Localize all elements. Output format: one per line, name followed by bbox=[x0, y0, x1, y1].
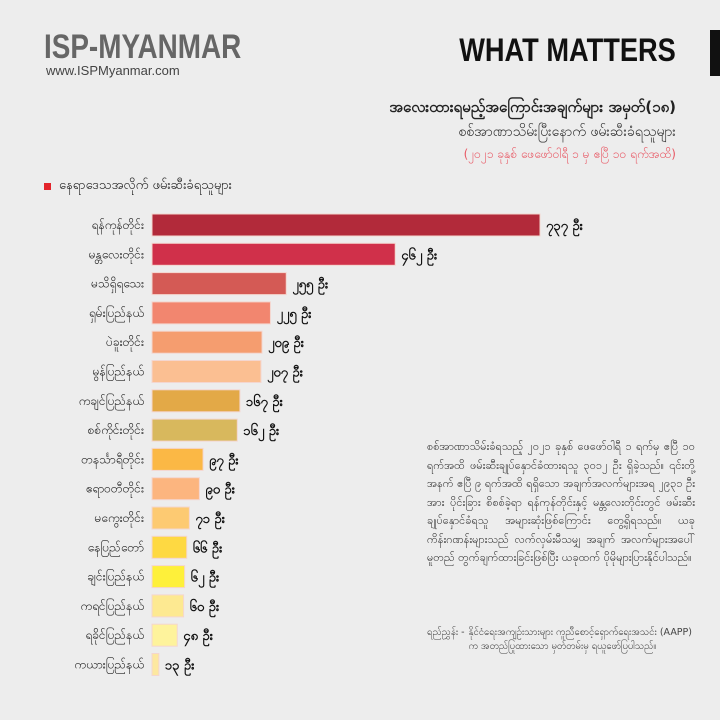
section-title: WHAT MATTERS bbox=[459, 32, 676, 68]
category-label: စစ်ကိုင်းတိုင်း bbox=[88, 422, 144, 440]
bar bbox=[151, 242, 396, 266]
value-label: ၆၂ ဦး bbox=[191, 569, 220, 589]
note-paragraph: စစ်အာဏာသိမ်းခံရသည့် ၂၀၂၁ ခုနှစ် ဖေဖော်ဝါ… bbox=[427, 440, 695, 564]
value-label: ၆၆ ဦး bbox=[193, 539, 223, 559]
bar bbox=[151, 477, 200, 501]
source-note: ရည်ညွှန်း - နိုင်ငံရေးအကျဉ်းသားများ ကူညီ… bbox=[427, 626, 695, 654]
value-label: ၉၀ ဦး bbox=[205, 481, 235, 501]
bar bbox=[151, 623, 178, 647]
logo: ISP-MYANMAR bbox=[44, 28, 242, 66]
edge-bar bbox=[710, 30, 720, 76]
chart-title: အလေးထားရမည့်အကြောင်းအချက်များ အမှတ်(၁၈) bbox=[389, 98, 676, 116]
bar bbox=[151, 418, 238, 442]
source-label: ရည်ညွှန်း - bbox=[427, 627, 465, 638]
value-label: ၁၃ ဦး bbox=[165, 657, 195, 677]
bar bbox=[151, 389, 241, 413]
value-label: ၂၀၇ ဦး bbox=[267, 364, 304, 384]
category-label: ရှမ်းပြည်နယ် bbox=[89, 304, 144, 323]
category-label: ရခိုင်ပြည်နယ် bbox=[85, 626, 144, 645]
bar bbox=[151, 565, 186, 589]
bar bbox=[151, 653, 160, 676]
value-label: ၂၀၉ ဦး bbox=[268, 334, 305, 354]
category-label: မွန်ပြည်နယ် bbox=[93, 363, 144, 382]
date-range: (၂၀၂၁ ခုနှစ် ဖေဖော်ဝါရီ ၁ မှ ဧပြီ ၁၀ ရက်… bbox=[463, 147, 676, 161]
value-label: ၄၈ ဦး bbox=[183, 627, 213, 647]
category-label: ကချင်ပြည်နယ် bbox=[79, 392, 144, 411]
bar bbox=[151, 360, 262, 383]
category-label: ပဲခူးတိုင်း bbox=[106, 334, 144, 352]
value-label: ၄၆၂ ဦး bbox=[401, 246, 438, 266]
bar bbox=[151, 535, 188, 559]
bar bbox=[151, 213, 541, 237]
value-label: ၂၂၅ ဦး bbox=[276, 305, 312, 325]
category-label: ကရင်ပြည်နယ် bbox=[80, 597, 144, 616]
source-text: နိုင်ငံရေးအကျဉ်းသားများ ကူညီစောင့်ရှောက်… bbox=[468, 627, 692, 652]
bar bbox=[151, 506, 190, 530]
website-url: www.ISPMyanmar.com bbox=[46, 63, 180, 78]
value-label: ၇၁ ဦး bbox=[195, 510, 225, 530]
value-label: ၆၀ ဦး bbox=[190, 598, 220, 618]
bar bbox=[151, 272, 287, 296]
bar bbox=[151, 330, 263, 354]
bar bbox=[151, 301, 271, 325]
category-label: တနင်္သာရီတိုင်း bbox=[81, 451, 144, 469]
category-label: ချင်းပြည်နယ် bbox=[87, 568, 144, 587]
category-label: ဧရာဝတီတိုင်း bbox=[86, 481, 144, 499]
bar bbox=[151, 594, 185, 618]
value-label: ၇၃၇ ဦး bbox=[546, 217, 584, 237]
legend: နေရာဒေသအလိုက် ဖမ်းဆီးခံရသူများ bbox=[44, 177, 232, 196]
category-label: ရန်ကုန်တိုင်း bbox=[92, 217, 144, 235]
value-label: ၁၆၂ ဦး bbox=[243, 422, 280, 442]
category-label: မသိရှိရသေး bbox=[91, 276, 144, 294]
legend-swatch bbox=[44, 183, 51, 190]
category-label: မကွေးတိုင်း bbox=[94, 510, 144, 528]
chart-subtitle: စစ်အာဏာသိမ်းပြီးနောက် ဖမ်းဆီးခံရသူများ bbox=[458, 124, 676, 140]
value-label: ၁၆၇ ဦး bbox=[246, 393, 284, 413]
category-label: ကယားပြည်နယ် bbox=[74, 656, 144, 675]
bar bbox=[151, 447, 204, 471]
value-label: ၉၇ ဦး bbox=[209, 451, 239, 471]
value-label: ၂၅၅ ဦး bbox=[292, 276, 329, 296]
category-label: မန္တလေးတိုင်း bbox=[89, 246, 144, 264]
legend-label: နေရာဒေသအလိုက် ဖမ်းဆီးခံရသူများ bbox=[59, 178, 232, 193]
category-label: နေပြည်တော် bbox=[88, 538, 144, 557]
